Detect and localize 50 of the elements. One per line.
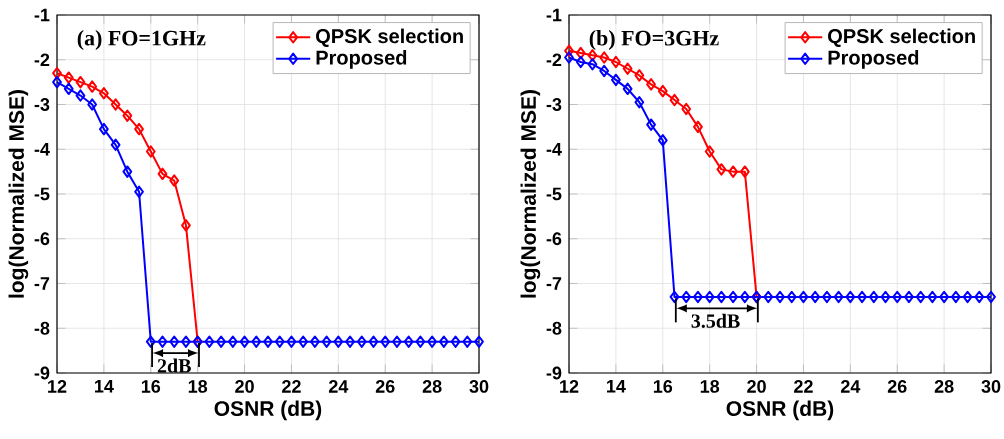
x-tick-label: 22 bbox=[282, 380, 301, 393]
x-tick-label: 30 bbox=[469, 380, 489, 393]
y-tick-label: -1 bbox=[546, 8, 562, 22]
x-tick-label: 12 bbox=[48, 380, 67, 393]
y-tick-label: -4 bbox=[546, 143, 562, 156]
y-tick-label: -8 bbox=[34, 321, 50, 335]
y-tick-label: -5 bbox=[34, 187, 50, 201]
x-tick-label: 16 bbox=[653, 380, 673, 393]
y-tick-label: -9 bbox=[546, 366, 562, 380]
y-tick-label: -7 bbox=[546, 277, 562, 290]
x-tick-label: 20 bbox=[747, 380, 766, 393]
y-tick-label: -8 bbox=[546, 321, 562, 335]
x-tick-label: 12 bbox=[560, 380, 579, 393]
y-tick-label: -2 bbox=[34, 53, 50, 67]
y-tick-label: -1 bbox=[34, 8, 50, 22]
legend-label: Proposed bbox=[316, 50, 407, 69]
x-tick-label: 14 bbox=[607, 380, 626, 393]
x-tick-label: 14 bbox=[95, 380, 114, 393]
annotation: (b) FO=3GHz bbox=[589, 30, 719, 51]
x-tick-label: 20 bbox=[235, 380, 254, 393]
y-tick-label: -2 bbox=[546, 53, 562, 67]
y-tick-label: -6 bbox=[34, 232, 50, 246]
annotation: (a) FO=1GHz bbox=[77, 30, 206, 51]
x-tick-label: 18 bbox=[700, 380, 720, 393]
annotation: 3.5dB bbox=[691, 313, 740, 328]
x-tick-label: 18 bbox=[188, 380, 208, 393]
y-tick-label: -3 bbox=[546, 98, 562, 111]
x-tick-label: 24 bbox=[840, 380, 861, 393]
y-tick-label: -6 bbox=[546, 232, 562, 246]
x-tick-label: 26 bbox=[887, 380, 907, 393]
y-axis-title: log(Normalized MSE) bbox=[520, 90, 541, 298]
y-tick-label: -7 bbox=[34, 277, 50, 290]
y-axis-title: log(Normalized MSE) bbox=[8, 90, 29, 298]
legend-label: Proposed bbox=[828, 50, 919, 69]
x-tick-label: 24 bbox=[328, 380, 349, 393]
x-tick-label: 22 bbox=[794, 380, 813, 393]
x-tick-label: 28 bbox=[934, 380, 954, 393]
y-tick-label: -9 bbox=[34, 366, 50, 380]
y-tick-label: -4 bbox=[34, 143, 50, 156]
y-tick-label: -3 bbox=[34, 98, 50, 111]
annotation: 2dB bbox=[157, 358, 191, 373]
x-axis-title: OSNR (dB) bbox=[726, 400, 834, 421]
x-tick-label: 28 bbox=[422, 380, 442, 393]
x-tick-label: 30 bbox=[981, 380, 1001, 393]
x-axis-title: OSNR (dB) bbox=[214, 400, 322, 421]
x-tick-label: 16 bbox=[141, 380, 161, 393]
legend-label: QPSK selection bbox=[828, 28, 975, 48]
y-tick-label: -5 bbox=[546, 187, 562, 201]
legend-label: QPSK selection bbox=[316, 28, 463, 48]
x-tick-label: 26 bbox=[375, 380, 395, 393]
